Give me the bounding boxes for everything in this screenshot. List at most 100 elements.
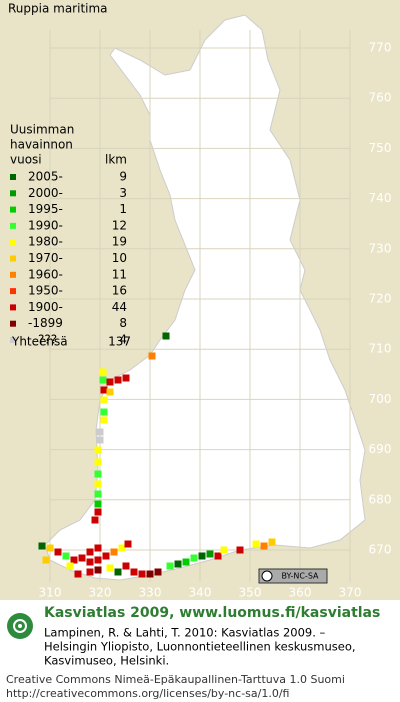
legend-count: 11 xyxy=(112,267,127,281)
observation-square xyxy=(74,570,82,578)
observation-square xyxy=(236,546,244,554)
legend-count: 44 xyxy=(112,300,127,314)
observation-square xyxy=(162,332,170,340)
observation-square xyxy=(99,368,107,376)
observation-square xyxy=(174,560,182,568)
legend-count: 1 xyxy=(119,202,127,216)
observation-square xyxy=(154,568,162,576)
legend-label: 1990- xyxy=(28,218,63,232)
grid-y-label: 720 xyxy=(369,292,392,306)
grid-y-label: 680 xyxy=(369,492,392,506)
title: Ruppia maritima xyxy=(8,2,108,16)
legend-count-header: lkm xyxy=(105,153,127,167)
legend-swatch xyxy=(10,337,16,343)
observation-square xyxy=(94,470,102,478)
grid-y-label: 710 xyxy=(369,342,392,356)
citation: Helsingin Yliopisto, Luonnontieteellinen… xyxy=(44,640,356,654)
observation-square xyxy=(106,388,114,396)
observation-square xyxy=(66,562,74,570)
observation-square xyxy=(214,552,222,560)
observation-square xyxy=(182,558,190,566)
legend-label: ??? xyxy=(38,333,57,347)
grid-y-label: 730 xyxy=(369,241,392,255)
legend-label: 1960- xyxy=(28,267,63,281)
legend-count: 19 xyxy=(112,235,127,249)
observation-square xyxy=(94,566,102,574)
observation-square xyxy=(70,556,78,564)
legend-header: Uusimman xyxy=(10,123,74,137)
observation-square xyxy=(110,548,118,556)
observation-square xyxy=(114,376,122,384)
legend-label: 1900- xyxy=(28,300,63,314)
observation-square xyxy=(122,374,130,382)
grid-x-label: 370 xyxy=(339,586,362,600)
observation-square xyxy=(94,480,102,488)
observation-square xyxy=(42,556,50,564)
observation-square xyxy=(114,568,122,576)
grid-y-label: 760 xyxy=(369,91,392,105)
observation-square xyxy=(166,562,174,570)
legend-total-label: Yhteensä xyxy=(11,335,68,349)
observation-square xyxy=(62,552,70,560)
observation-square xyxy=(38,542,46,550)
legend-swatch xyxy=(10,174,16,180)
observation-square xyxy=(94,508,102,516)
badge-text: BY-NC-SA xyxy=(281,572,319,581)
logo xyxy=(7,613,33,639)
grid-y-label: 740 xyxy=(369,191,392,205)
observation-square xyxy=(96,436,104,444)
legend-swatch xyxy=(10,190,16,197)
observation-square xyxy=(118,544,126,552)
legend-swatch xyxy=(10,222,16,229)
observation-square xyxy=(130,568,138,576)
legend-count: 16 xyxy=(112,284,127,298)
observation-square xyxy=(94,544,102,552)
legend-count: 9 xyxy=(119,170,127,184)
observation-square xyxy=(146,570,154,578)
citation: Kasvimuseo, Helsinki. xyxy=(44,654,169,668)
citation: Lampinen, R. & Lahti, T. 2010: Kasviatla… xyxy=(44,626,326,640)
observation-square xyxy=(148,352,156,360)
observation-square xyxy=(78,554,86,562)
observation-square xyxy=(260,542,268,550)
legend-label: 1950- xyxy=(28,284,63,298)
legend-count: 4 xyxy=(119,333,127,347)
grid-x-label: 340 xyxy=(189,586,212,600)
observation-square xyxy=(124,540,132,548)
grid-x-label: 360 xyxy=(289,586,312,600)
observation-square xyxy=(122,562,130,570)
legend-count: 10 xyxy=(112,251,127,265)
observation-square xyxy=(190,554,198,562)
grid-x-label: 310 xyxy=(39,586,62,600)
legend-swatch xyxy=(10,304,16,311)
legend-total: 137 xyxy=(108,335,131,349)
legend-swatch xyxy=(10,288,16,295)
observation-square xyxy=(138,570,146,578)
observation-square xyxy=(198,552,206,560)
observation-square xyxy=(96,428,104,436)
observation-square xyxy=(106,378,114,386)
legend-swatch xyxy=(10,239,16,246)
grid-y-label: 700 xyxy=(369,392,392,406)
grid-x-label: 350 xyxy=(239,586,262,600)
grid-x-label: 320 xyxy=(89,586,112,600)
finland-outline xyxy=(44,14,366,581)
grid-y-label: 770 xyxy=(369,41,392,55)
observation-square xyxy=(268,538,276,546)
footer-heading: Kasviatlas 2009, www.luomus.fi/kasviatla… xyxy=(44,605,380,621)
legend-label: 1970- xyxy=(28,251,63,265)
grid-y-label: 670 xyxy=(369,543,392,557)
observation-square xyxy=(86,558,94,566)
observation-square xyxy=(99,376,107,384)
observation-square xyxy=(206,550,214,558)
legend-swatch xyxy=(10,320,16,327)
observation-square xyxy=(220,546,228,554)
observation-square xyxy=(100,386,108,394)
observation-square xyxy=(102,552,110,560)
legend-label: 1980- xyxy=(28,235,63,249)
observation-square xyxy=(86,548,94,556)
cc-badge: BY-NC-SA xyxy=(258,568,328,584)
observation-square xyxy=(94,490,102,498)
